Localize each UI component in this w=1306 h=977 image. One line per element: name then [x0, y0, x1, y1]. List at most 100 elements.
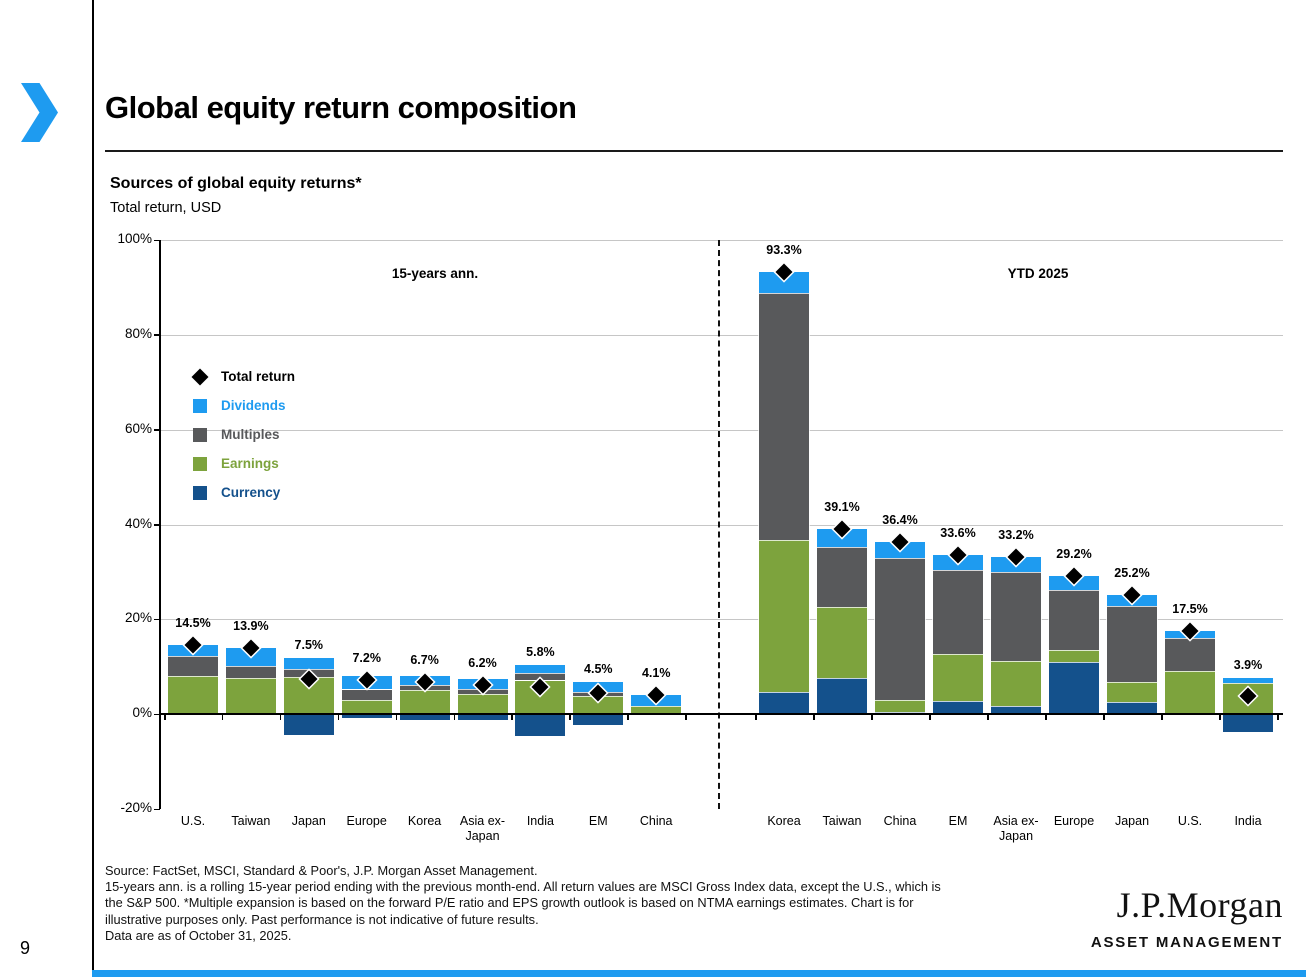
x-category-label: Asia ex-Japan: [459, 814, 506, 843]
bar-value-label: 4.5%: [584, 661, 613, 676]
bar-segment-currency: [874, 710, 926, 716]
y-axis-label: 40%: [124, 515, 152, 531]
bar-segment-earnings: [224, 677, 277, 716]
x-axis-tick: [685, 714, 687, 721]
x-axis-tick: [395, 714, 398, 721]
x-axis-tick: [221, 714, 224, 721]
bar-segment-multiples: [816, 546, 868, 608]
bar-value-label: 6.2%: [468, 655, 497, 670]
x-category-label: EM: [948, 814, 968, 828]
gridline: [160, 240, 1283, 241]
legend-item: Total return: [191, 362, 295, 391]
chevron-logo-icon: [21, 83, 58, 142]
jpmorgan-wordmark: J.P.Morgan: [1116, 885, 1283, 925]
bar-segment-earnings: [167, 674, 219, 716]
bar-segment-currency: [758, 691, 810, 716]
jpmorgan-logo: J.P.Morgan ASSET MANAGEMENT: [1091, 884, 1283, 951]
bar-segment-multiples: [932, 569, 984, 655]
y-axis-tick: [154, 713, 160, 716]
y-axis-tick: [154, 429, 160, 431]
y-axis-tick: [154, 239, 160, 241]
y-axis-label: -20%: [120, 800, 152, 815]
bar-value-label: 29.2%: [1056, 546, 1092, 561]
x-category-label: Japan: [291, 814, 326, 828]
bar-segment-currency: [456, 713, 509, 722]
x-axis-tick: [1045, 714, 1047, 721]
plot-area: 100% 80% 60% 40% 20% 0% -20% Total return Divide…: [117, 231, 1283, 843]
bar-value-label: 33.2%: [998, 527, 1034, 542]
x-category-label: U.S.: [180, 814, 206, 828]
bar-value-label: 3.9%: [1233, 657, 1263, 672]
bar-value-label: 13.9%: [233, 619, 269, 634]
y-axis-tick: [154, 618, 160, 621]
bar-segment-earnings: [1164, 669, 1216, 716]
x-axis-tick: [453, 714, 456, 721]
bar-segment-dividends: [282, 656, 335, 671]
bar-segment-earnings: [816, 605, 868, 680]
x-axis-tick: [279, 714, 282, 721]
bar-value-label: 4.1%: [641, 665, 671, 680]
x-category-label: Japan: [1114, 814, 1150, 828]
x-category-label: China: [883, 814, 917, 828]
x-category-label: Europe: [346, 814, 387, 828]
x-axis-tick: [337, 714, 340, 721]
x-category-label: Asia ex-Japan: [993, 814, 1039, 843]
bar-segment-multiples: [1048, 589, 1100, 652]
y-axis-label: 20%: [124, 610, 152, 626]
bar-segment-dividends: [758, 270, 810, 295]
y-axis-line: [159, 240, 161, 809]
legend-swatch-icon: [193, 456, 207, 471]
x-axis-tick: [1103, 714, 1105, 721]
legend-item: Currency: [193, 478, 295, 507]
x-axis-tick: [1277, 714, 1279, 721]
bar-segment-earnings: [572, 695, 625, 716]
x-axis-tick: [871, 714, 873, 721]
x-axis-tick: [627, 714, 629, 721]
bar-segment-earnings: [1048, 649, 1100, 663]
x-category-label: Korea: [767, 814, 801, 828]
footer-accent-bar: [92, 970, 1306, 977]
bar-value-label: 93.3%: [766, 242, 802, 257]
section-header-label: YTD 2025: [1007, 266, 1069, 281]
legend-item: Dividends: [193, 391, 295, 420]
bar-segment-currency: [816, 677, 868, 716]
legend-item: Earnings: [193, 449, 295, 478]
bar-segment-currency: [1106, 700, 1158, 716]
footnote-line-disclaimer: illustrative purposes only. Past perform…: [105, 911, 539, 927]
bar-value-label: 36.4%: [882, 512, 918, 527]
bar-value-label: 7.2%: [352, 651, 381, 666]
bar-segment-dividends: [816, 527, 868, 549]
footnote: Source: FactSet, MSCI, Standard & Poor's…: [105, 863, 941, 944]
legend-label: Dividends: [221, 398, 286, 413]
bar-segment-earnings: [398, 688, 451, 716]
bar-segment-currency: [932, 699, 984, 716]
y-axis-tick: [154, 524, 160, 526]
bar-segment-multiples: [340, 688, 393, 701]
left-margin-divider: [92, 0, 94, 977]
bar-segment-currency: [1222, 713, 1274, 734]
footnote-line-methodology-2: the S&P 500. *Multiple expansion is base…: [105, 895, 914, 911]
bar-segment-multiples: [224, 665, 277, 680]
x-axis-tick: [1219, 714, 1221, 721]
x-category-label: U.S.: [1177, 814, 1203, 828]
gridline: [160, 334, 1283, 336]
legend-label: Total return: [221, 369, 295, 384]
bar-segment-multiples: [1164, 637, 1216, 672]
asset-management-label: ASSET MANAGEMENT: [1090, 934, 1283, 951]
bar-segment-multiples: [1106, 604, 1158, 683]
bar-segment-multiples: [514, 671, 567, 682]
x-category-label: India: [1234, 814, 1262, 828]
bar-segment-currency: [340, 713, 393, 719]
x-axis-tick: [755, 714, 757, 721]
bar-segment-earnings: [1106, 680, 1158, 703]
footnote-line-asof-date: Data are as of October 31, 2025.: [105, 927, 292, 943]
bar-segment-dividends: [1222, 676, 1274, 684]
bar-segment-earnings: [874, 699, 926, 713]
bar-segment-earnings: [758, 539, 810, 694]
bar-segment-dividends: [224, 647, 277, 668]
y-axis-tick: [154, 808, 160, 810]
x-category-label: China: [639, 814, 673, 828]
section-divider-line: [718, 240, 720, 809]
x-axis-tick: [164, 714, 166, 721]
bar-segment-multiples: [990, 571, 1042, 663]
